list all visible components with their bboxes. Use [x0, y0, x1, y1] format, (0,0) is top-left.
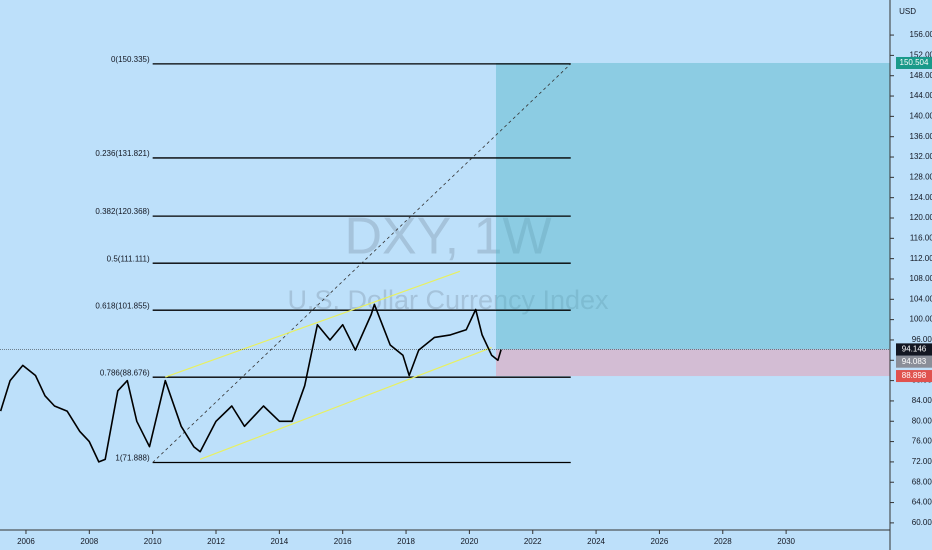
x-tick-label: 2014	[270, 537, 288, 546]
y-tick-label: 116.000	[910, 233, 932, 242]
y-tick-label: 68.000	[912, 477, 932, 486]
target-zone	[495, 62, 890, 350]
y-tick-label: 124.000	[910, 193, 932, 202]
y-tick-label: 136.000	[910, 132, 932, 141]
x-tick-label: 2030	[777, 537, 795, 546]
y-tick-label: 112.000	[910, 254, 932, 263]
price-line	[0, 303, 502, 463]
y-tick-label: 120.000	[910, 213, 932, 222]
y-tick-label: 128.000	[910, 172, 932, 181]
fib-label: 0.382(120.368)	[95, 207, 150, 216]
x-tick-label: 2018	[397, 537, 415, 546]
y-tick-label: 140.000	[910, 111, 932, 120]
fib-label: 0.236(131.821)	[95, 149, 150, 158]
fib-label: 0.786(88.676)	[100, 368, 150, 377]
fib-label: 0.5(111.111)	[107, 254, 150, 263]
plot: 0(150.335) 0.236(131.821) 0.382(120.368) 0.…	[0, 55, 890, 464]
y-tick-label: 76.000	[912, 437, 932, 446]
stop-zone	[495, 349, 890, 377]
y-tick-label: 148.000	[910, 71, 932, 80]
x-tick-label: 2022	[524, 537, 542, 546]
channel-line	[165, 270, 461, 378]
fib-label: 0.618(101.855)	[95, 301, 150, 310]
last-price-badge: 94.146	[902, 344, 927, 353]
target-badge-bg	[896, 56, 932, 69]
y-tick-label: 156.000	[910, 30, 932, 39]
marker-badge-bg	[896, 355, 932, 368]
x-tick-label: 2010	[144, 537, 162, 546]
y-tick-label: 64.000	[912, 498, 932, 507]
channel-line	[199, 347, 492, 460]
x-tick-label: 2024	[587, 537, 605, 546]
marker-badge: 94.083	[902, 357, 927, 366]
stop-badge: 88.898	[902, 371, 927, 380]
currency-label: USD	[899, 7, 916, 16]
trend-line	[152, 63, 572, 463]
x-tick-label: 2016	[334, 537, 352, 546]
x-tick-label: 2028	[714, 537, 732, 546]
y-tick-label: 108.000	[910, 274, 932, 283]
y-tick-label: 72.000	[912, 457, 932, 466]
target-badge: 150.504	[900, 58, 929, 67]
x-tick-label: 2008	[80, 537, 98, 546]
x-tick-label: 2006	[17, 537, 35, 546]
y-tick-label: 132.000	[910, 152, 932, 161]
x-tick-label: 2012	[207, 537, 225, 546]
y-tick-label: 60.000	[912, 518, 932, 527]
y-tick-label: 96.000	[912, 335, 932, 344]
y-tick-label: 84.000	[912, 396, 932, 405]
last-price-badge-bg	[896, 343, 932, 356]
y-tick-label: 80.000	[912, 416, 932, 425]
y-tick-label: 152.000	[910, 50, 932, 59]
y-tick-label: 144.000	[910, 91, 932, 100]
fib-label: 0(150.335)	[111, 55, 150, 64]
stop-badge-bg	[896, 370, 932, 383]
x-tick-label: 2020	[460, 537, 478, 546]
x-tick-label: 2026	[651, 537, 669, 546]
fib-label: 1(71.888)	[115, 454, 150, 463]
watermark-title: DXY, 1W	[344, 208, 551, 266]
y-tick-label: 100.000	[910, 315, 932, 324]
y-tick-label: 104.000	[910, 294, 932, 303]
